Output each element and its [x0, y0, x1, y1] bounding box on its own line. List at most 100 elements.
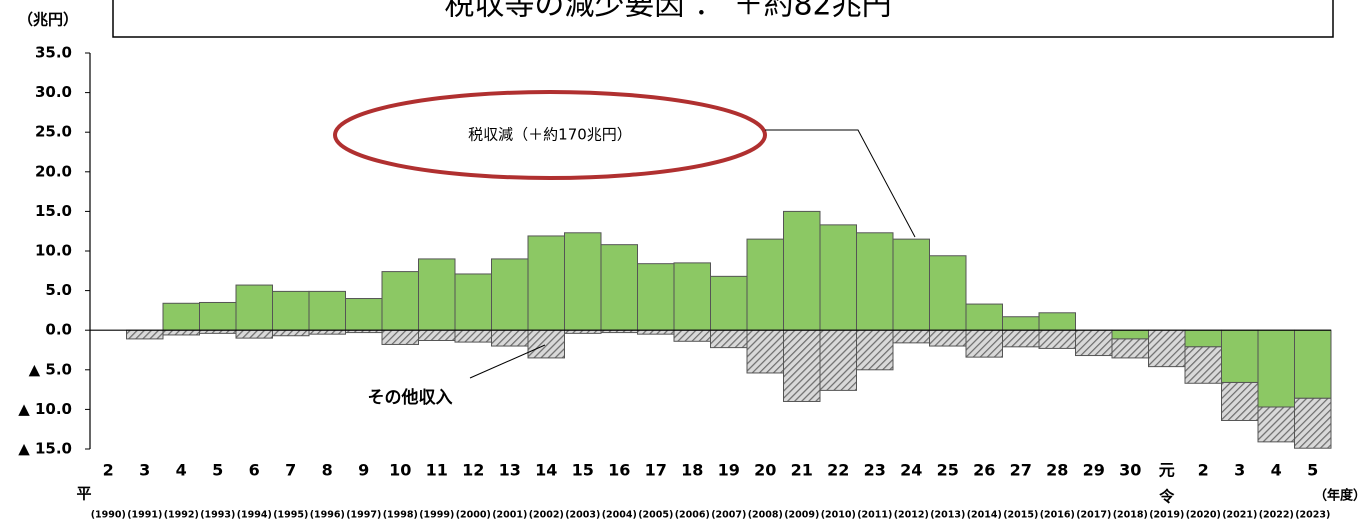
bar-segment: [126, 329, 164, 340]
year-label: (2015): [1003, 510, 1038, 521]
x-tick-label: 28: [1046, 461, 1068, 480]
x-tick-label: 3: [1234, 461, 1245, 480]
callout-line: [765, 129, 916, 238]
bar-segment: [1111, 338, 1149, 359]
year-label: (2009): [784, 510, 819, 521]
bar-segment: [637, 263, 675, 331]
y-unit: （兆円）: [18, 11, 78, 29]
bar-segment: [491, 329, 529, 347]
chart-title: 税収等の減少要因 ： ＋約82兆円: [444, 0, 891, 23]
x-tick-label: 13: [499, 461, 521, 480]
bar-segment: [892, 238, 930, 331]
bar-segment: [856, 329, 894, 371]
bar-segment: [345, 298, 383, 331]
bar-segment: [1038, 329, 1076, 349]
x-tick-label: 23: [864, 461, 886, 480]
x-tick-label: 8: [322, 461, 333, 480]
era-label: 令: [1159, 488, 1175, 506]
bar-segment: [1002, 316, 1040, 331]
year-label: (2010): [821, 510, 856, 521]
bar-segment: [235, 284, 273, 331]
bar-segment: [965, 329, 1003, 358]
year-label: (1995): [273, 510, 308, 521]
x-tick-label: 11: [426, 461, 448, 480]
x-tick-label: 4: [1271, 461, 1282, 480]
bar-segment: [892, 329, 930, 344]
y-tick-label: 10.0: [35, 242, 72, 260]
year-label: (2003): [565, 510, 600, 521]
year-label: (2008): [748, 510, 783, 521]
year-label: (2018): [1113, 510, 1148, 521]
year-label: (2000): [456, 510, 491, 521]
x-tick-label: 元: [1159, 461, 1175, 480]
bar-segment: [673, 262, 711, 331]
bar-segment: [527, 329, 565, 359]
year-label: (2005): [638, 510, 673, 521]
x-tick-label: 15: [572, 461, 594, 480]
year-label: (2013): [930, 510, 965, 521]
year-label: (1990): [91, 510, 126, 521]
year-label: (1998): [383, 510, 418, 521]
bar-segment: [1221, 381, 1259, 421]
bar-segment: [819, 224, 857, 331]
bar-segment: [710, 329, 748, 349]
bar-segment: [819, 329, 857, 391]
y-tick-label: ▲ 10.0: [18, 400, 72, 418]
year-label: (1991): [127, 510, 162, 521]
x-tick-label: 10: [389, 461, 411, 480]
bar-segment: [418, 329, 456, 341]
year-label: (2016): [1040, 510, 1075, 521]
y-tick-label: 0.0: [45, 321, 72, 339]
bar-segment: [1294, 329, 1332, 399]
bar-segment: [600, 244, 638, 331]
x-tick-label: 3: [139, 461, 150, 480]
x-tick-label: 26: [973, 461, 995, 480]
x-tick-label: 5: [212, 461, 223, 480]
bar-segment: [1148, 329, 1186, 368]
bar-segment: [272, 329, 310, 337]
bar-segment: [746, 238, 784, 331]
year-label: (2023): [1295, 510, 1330, 521]
bar-segment: [856, 232, 894, 331]
year-label: (1996): [310, 510, 345, 521]
year-label: (1994): [237, 510, 272, 521]
bar-segment: [527, 235, 565, 331]
x-tick-label: 20: [754, 461, 776, 480]
bar-segment: [418, 258, 456, 331]
y-tick-label: ▲ 5.0: [29, 360, 72, 378]
year-label: (2020): [1186, 510, 1221, 521]
year-label: (1993): [200, 510, 235, 521]
bar-segment: [783, 210, 821, 331]
bar-segment: [710, 275, 748, 331]
x-tick-label: 6: [249, 461, 260, 480]
x-unit: （年度）: [1314, 488, 1366, 504]
y-tick-label: 25.0: [35, 123, 72, 141]
bar-segment: [1294, 397, 1332, 449]
bar-segment: [308, 290, 346, 331]
year-label: (2011): [857, 510, 892, 521]
x-tick-label: 16: [608, 461, 630, 480]
bar-segment: [454, 273, 492, 331]
bar-segment: [454, 329, 492, 343]
bar-segment: [272, 290, 310, 331]
y-tick-label: 30.0: [35, 83, 72, 101]
bar-segment: [1257, 329, 1295, 408]
x-tick-label: 9: [358, 461, 369, 480]
bar-segment: [673, 329, 711, 342]
x-tick-label: 27: [1010, 461, 1032, 480]
bar-segment: [381, 271, 419, 331]
year-label: (2007): [711, 510, 746, 521]
bar-segment: [1002, 329, 1040, 348]
year-label: (2012): [894, 510, 929, 521]
x-tick-label: 29: [1083, 461, 1105, 480]
year-label: (2004): [602, 510, 637, 521]
bar-segment: [1111, 329, 1149, 340]
year-label: (1992): [164, 510, 199, 521]
bar-segment: [1184, 346, 1222, 384]
bar-segment: [1221, 329, 1259, 383]
bar-segment: [746, 329, 784, 374]
bar-segment: [162, 329, 200, 336]
x-tick-label: 19: [718, 461, 740, 480]
bar-segment: [965, 303, 1003, 331]
